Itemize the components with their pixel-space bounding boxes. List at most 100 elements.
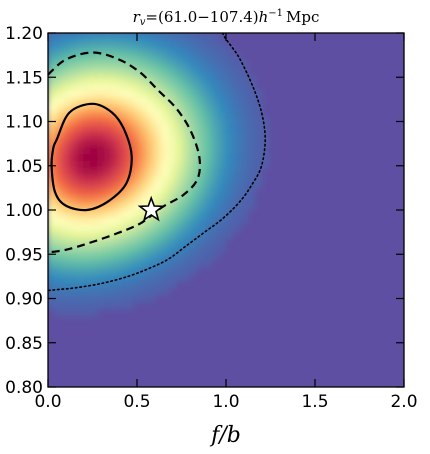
heatmap-cell [175,131,184,140]
heatmap-cell [161,152,170,162]
heatmap-cell [175,159,184,169]
heatmap-cell [139,266,149,275]
heatmap-cell [132,251,142,261]
heatmap-cell [118,216,127,225]
title-subscript: v [140,17,146,28]
heatmap-cell [139,188,149,197]
heatmap-cell [83,266,92,275]
heatmap-cell [218,202,227,211]
heatmap-cell [97,67,106,77]
heatmap-cell [196,33,206,41]
heatmap-cell [139,67,149,77]
heatmap-cell [246,202,256,211]
heatmap-cell [118,251,127,261]
heatmap-cell [182,202,191,211]
heatmap-cell [118,195,127,204]
heatmap-cell [54,117,63,126]
heatmap-cell [189,166,199,176]
heatmap-cell [189,103,199,112]
heatmap-cell [61,96,70,105]
heatmap-cell [175,39,184,48]
heatmap-cell [161,46,170,55]
heatmap-cell [90,209,99,218]
heatmap-cell [83,280,92,289]
heatmap-cell [68,74,78,84]
heatmap-cell [189,110,199,119]
heatmap-cell [154,117,163,126]
heatmap-cell [83,202,92,211]
heatmap-cell [132,202,142,211]
heatmap-cell [118,280,127,289]
heatmap-cell [211,195,220,204]
heatmap-cell [225,230,234,239]
heatmap-cell [125,294,135,303]
heatmap-cell [48,96,56,105]
heatmap-cell [75,174,85,183]
heatmap-cell [211,39,220,48]
heatmap-cell [118,174,127,183]
heatmap-cell [147,159,156,169]
heatmap-cell [104,294,113,303]
heatmap-cell [175,230,184,239]
heatmap-cell [139,273,149,282]
heatmap-cell [125,117,135,126]
heatmap-cell [97,181,106,190]
heatmap-cell [90,81,99,91]
heatmap-cell [54,152,63,162]
heatmap-cell [111,280,120,289]
heatmap-cell [118,33,127,41]
heatmap-cell [147,280,156,289]
heatmap-cell [61,251,70,261]
heatmap-cell [168,209,177,218]
heatmap-cell [97,124,106,133]
heatmap-cell [211,244,220,254]
heatmap-cell [175,53,184,62]
heatmap-cell [175,81,184,91]
heatmap-cell [90,60,99,69]
heatmap-cell [48,273,56,282]
heatmap-cell [61,33,70,41]
heatmap-cell [54,159,63,169]
heatmap-cell [132,209,142,218]
heatmap-cell [48,74,56,84]
heatmap-cell [168,202,177,211]
heatmap-cell [68,81,78,91]
heatmap-cell [175,96,184,105]
heatmap-cell [104,67,113,77]
heatmap-cell [175,166,184,176]
heatmap-cell [111,188,120,197]
heatmap-cell [104,209,113,218]
heatmap-cell [211,230,220,239]
heatmap-cell [132,181,142,190]
heatmap-cell [83,251,92,261]
heatmap-cell [97,294,106,303]
heatmap-cell [125,96,135,105]
heatmap-cell [48,237,56,246]
heatmap-cell [48,301,56,310]
heatmap-cell [211,103,220,112]
heatmap-cell [90,33,99,41]
heatmap-cell [175,273,184,282]
heatmap-cell [75,244,85,254]
heatmap-cell [54,138,63,147]
heatmap-cell [232,96,241,105]
heatmap-cell [232,152,241,162]
heatmap-cell [204,188,213,197]
heatmap-cell [161,287,170,296]
heatmap-cell [125,39,135,48]
heatmap-cell [182,251,191,261]
heatmap-cell [147,60,156,69]
heatmap-cell [182,33,191,41]
heatmap-cell [75,251,85,261]
heatmap-cell [161,96,170,105]
heatmap-cell [139,152,149,162]
heatmap-cell [104,195,113,204]
heatmap-cell [225,181,234,190]
heatmap-cell [104,280,113,289]
heatmap-cell [48,266,56,275]
heatmap-cell [132,230,142,239]
heatmap-cell [104,53,113,62]
heatmap-cell [125,202,135,211]
heatmap-cell [147,266,156,275]
heatmap-cell [147,230,156,239]
